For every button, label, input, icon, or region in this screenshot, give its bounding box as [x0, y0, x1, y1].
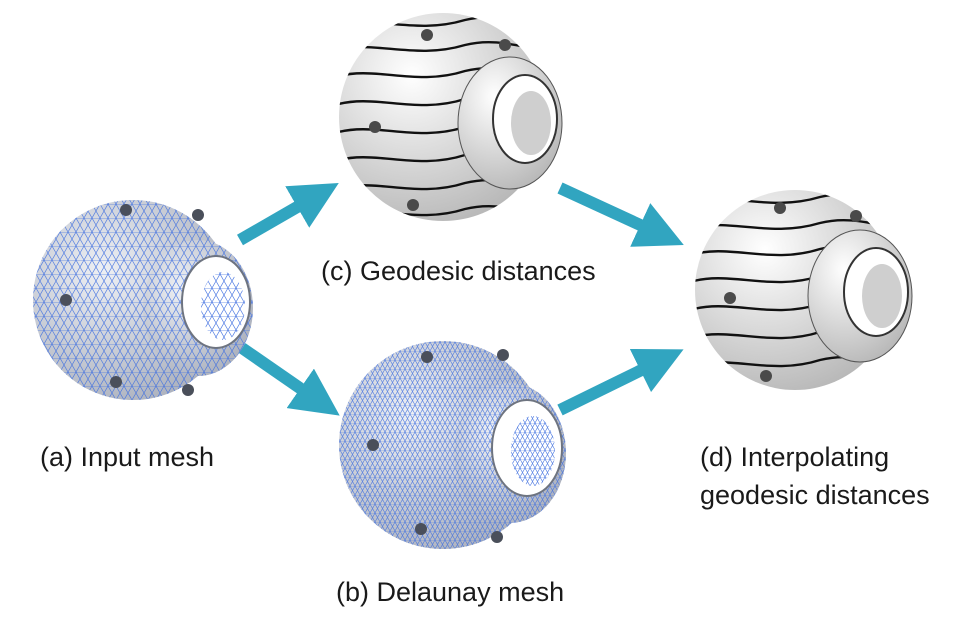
label-delaunay-mesh: (b) Delaunay mesh — [336, 577, 565, 607]
arrow-b-to-d — [557, 349, 684, 416]
geodesic-distances-image — [339, 13, 563, 221]
label-geodesic-distances: (c) Geodesic distances — [321, 256, 596, 286]
label-input-mesh: (a) Input mesh — [40, 442, 215, 472]
arrow-c-to-d — [557, 182, 684, 247]
label-interpolating-line2: geodesic distances — [700, 480, 930, 510]
interpolated-distances-image — [695, 190, 913, 390]
arrow-a-to-b — [238, 343, 340, 416]
arrow-a-to-c — [237, 183, 339, 246]
delaunay-mesh-image — [339, 341, 566, 549]
label-interpolating-line1: (d) Interpolating — [700, 442, 890, 472]
input-mesh-image — [33, 200, 253, 400]
